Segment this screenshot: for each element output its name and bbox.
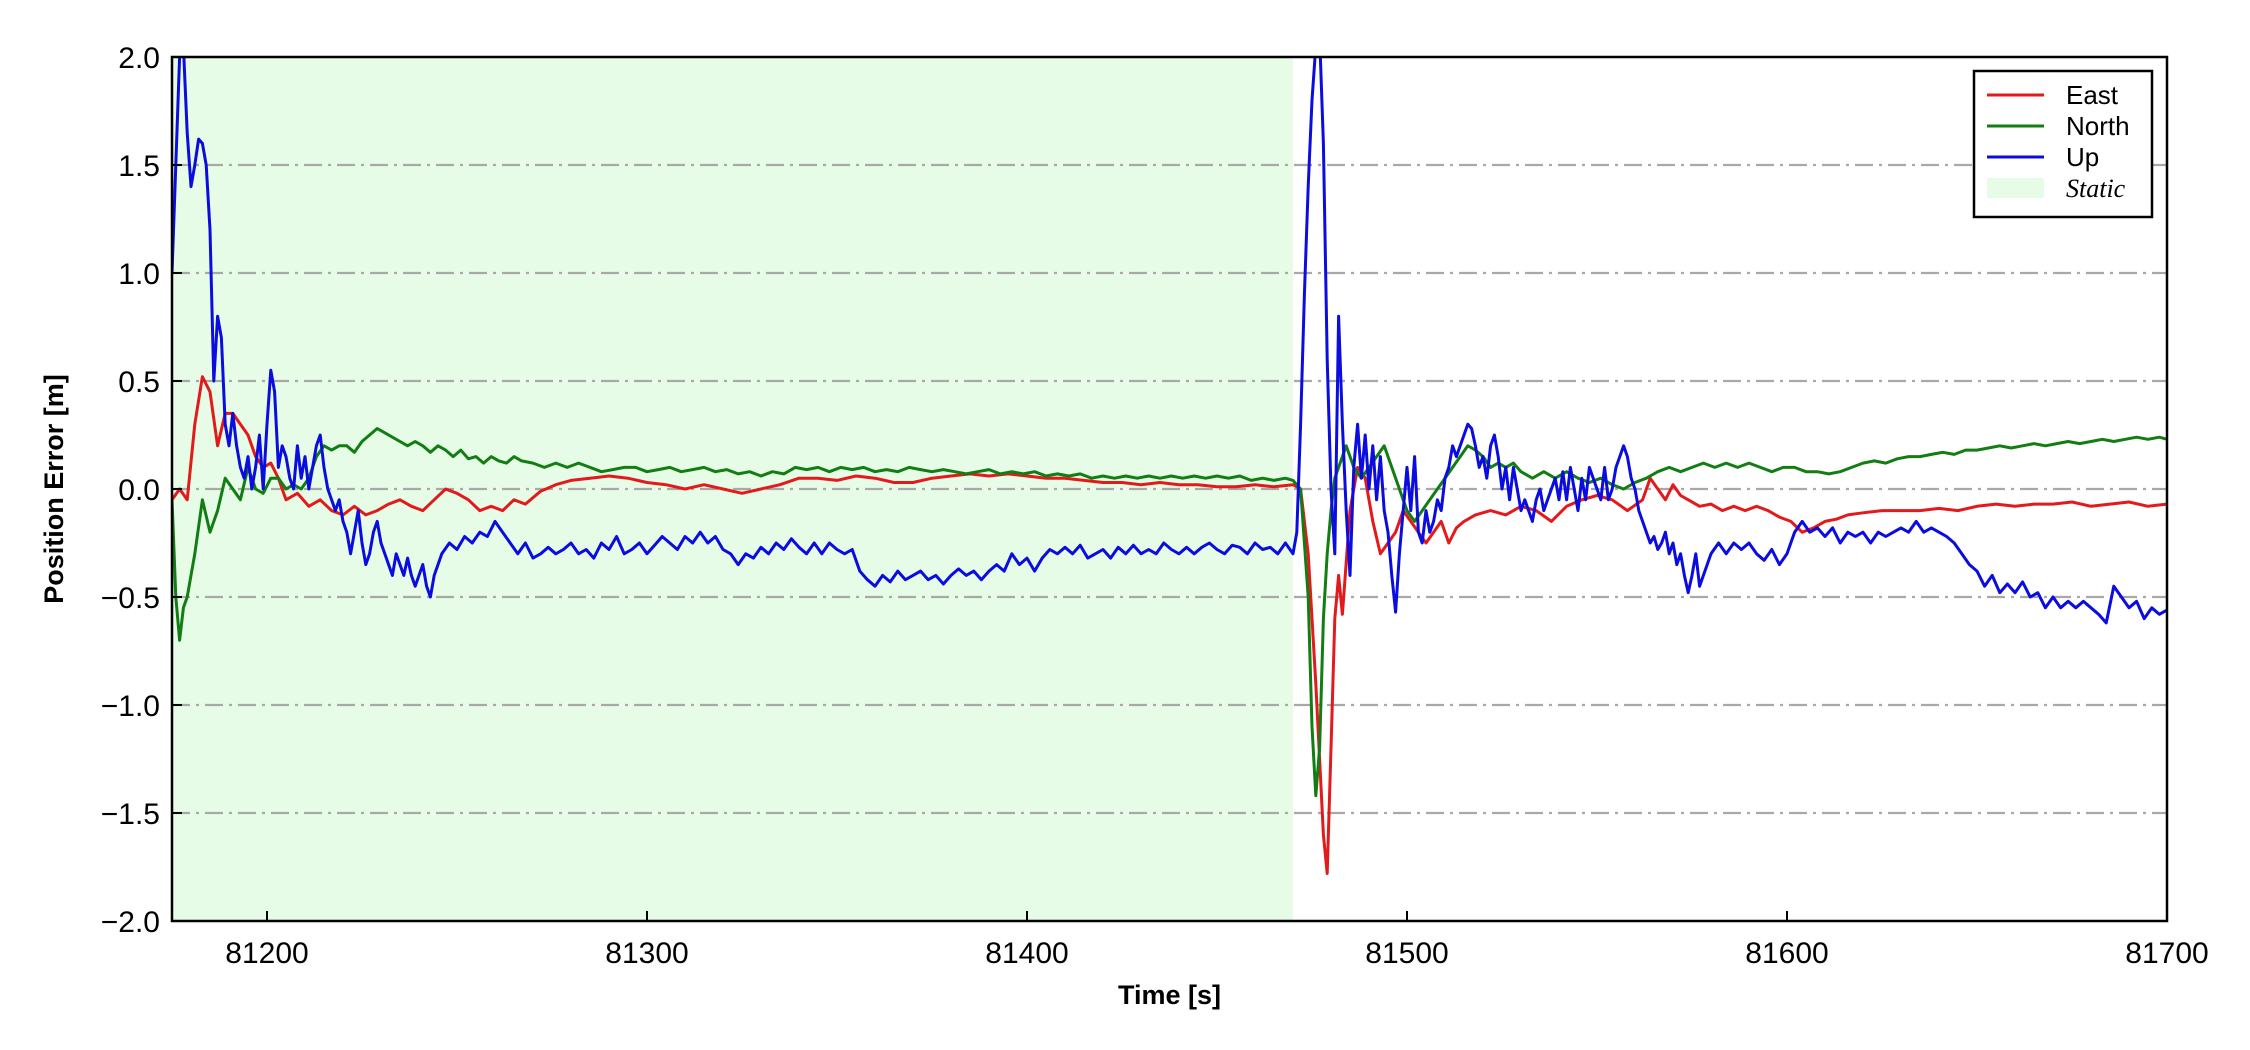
grid-lines bbox=[172, 163, 2167, 815]
series-line-north bbox=[172, 427, 2167, 798]
x-tick-label: 81200 bbox=[225, 937, 308, 970]
legend-swatch-static bbox=[1987, 178, 2044, 198]
legend-label-static: Static bbox=[2066, 174, 2126, 203]
y-tick-label: −0.5 bbox=[101, 582, 160, 615]
y-tick-label: 0.5 bbox=[118, 366, 160, 399]
y-tick-label: −2.0 bbox=[101, 906, 160, 939]
x-tick-label: 81600 bbox=[1745, 937, 1828, 970]
y-tick-label: −1.0 bbox=[101, 690, 160, 723]
y-tick-label: 0.0 bbox=[118, 474, 160, 507]
legend-label-north: North bbox=[2066, 111, 2130, 141]
x-tick-label: 81300 bbox=[605, 937, 688, 970]
y-tick-label: 2.0 bbox=[118, 42, 160, 75]
legend-label-up: Up bbox=[2066, 142, 2099, 172]
series-lines bbox=[172, 57, 2167, 875]
x-tick-label: 81500 bbox=[1365, 937, 1448, 970]
legend-label-east: East bbox=[2066, 80, 2119, 110]
plot-area bbox=[170, 55, 2169, 923]
x-tick-label: 81400 bbox=[985, 937, 1068, 970]
series-line-east bbox=[172, 375, 2167, 875]
x-axis: 81200 81300 81400 81500 81600 81700 bbox=[225, 911, 2209, 970]
y-tick-label: −1.5 bbox=[101, 798, 160, 831]
y-axis: −2.0 −1.5 −1.0 −0.5 0.0 0.5 1.0 1.5 2.0 bbox=[101, 42, 182, 939]
y-tick-label: 1.0 bbox=[118, 258, 160, 291]
x-tick-label: 81700 bbox=[2125, 937, 2208, 970]
series-line-up bbox=[172, 57, 2167, 625]
x-axis-title: Time [s] bbox=[1118, 980, 1221, 1010]
y-axis-title: Position Error [m] bbox=[39, 374, 69, 604]
y-tick-label: 1.5 bbox=[118, 150, 160, 183]
